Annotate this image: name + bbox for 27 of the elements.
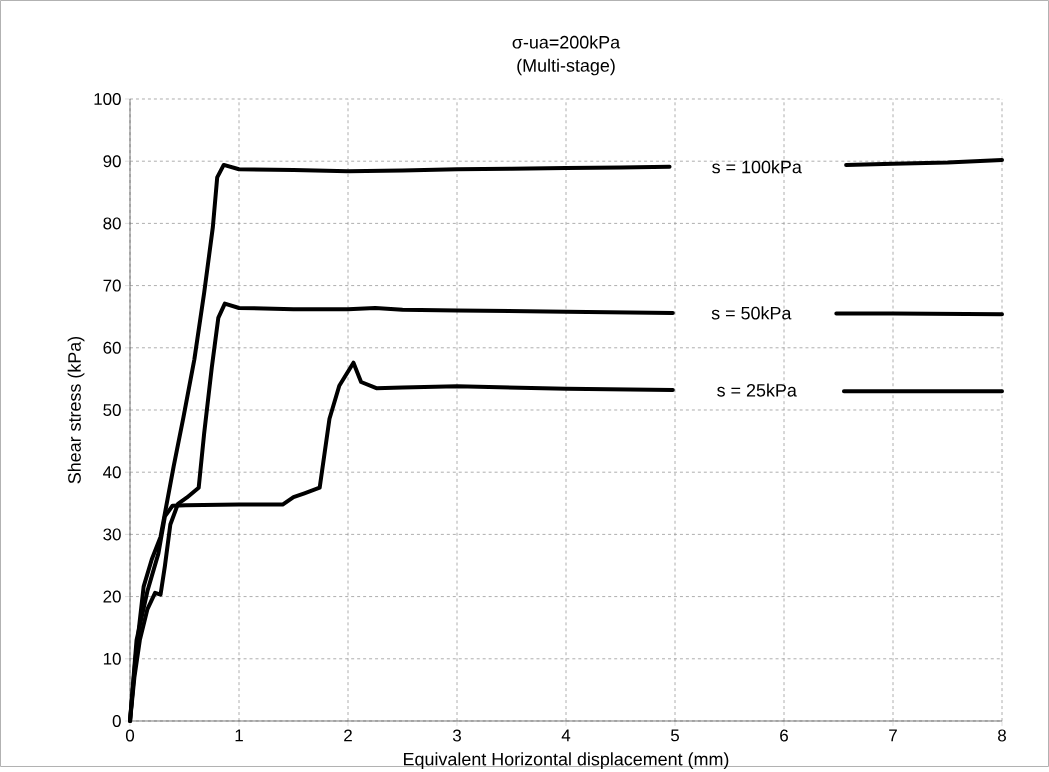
x-tick-label: 8 [998,729,1006,742]
x-tick-label: 4 [561,729,571,741]
y-tick-label: 80 [103,217,121,230]
x-tick-label: 3 [452,729,461,742]
y-tick-label: 60 [103,341,121,354]
y-tick-label: 90 [103,155,121,168]
y-tick-label: 70 [103,279,121,292]
x-axis-title: Equivalent Horizontal displacement (mm) [404,752,729,769]
text: s = 25kPa [717,383,797,397]
y-axis-title: Shear stress (kPa) [67,336,85,484]
y-tick-label: 20 [103,590,121,603]
chart-subtitle: (Multi-stage) [517,58,615,76]
y-tick-label: 0 [112,714,121,727]
chart-title: σ-ua=200kPa [512,35,621,49]
y-tick-label: 100 [94,92,121,105]
y-tick-label: 10 [103,652,121,665]
x-tick-label: 2 [344,729,352,742]
x-tick-label: 6 [780,729,788,742]
text: s = 100kPa [712,160,802,174]
y-tick-label: 50 [103,403,121,416]
x-tick-label: 0 [125,729,135,742]
x-tick-label: 5 [670,729,679,742]
x-tick-label: 7 [889,729,897,741]
y-tick-label: 30 [103,528,121,541]
x-tick-label: 1 [235,729,243,741]
text: s = 50kPa [711,306,792,320]
y-tick-label: 40 [103,466,121,479]
